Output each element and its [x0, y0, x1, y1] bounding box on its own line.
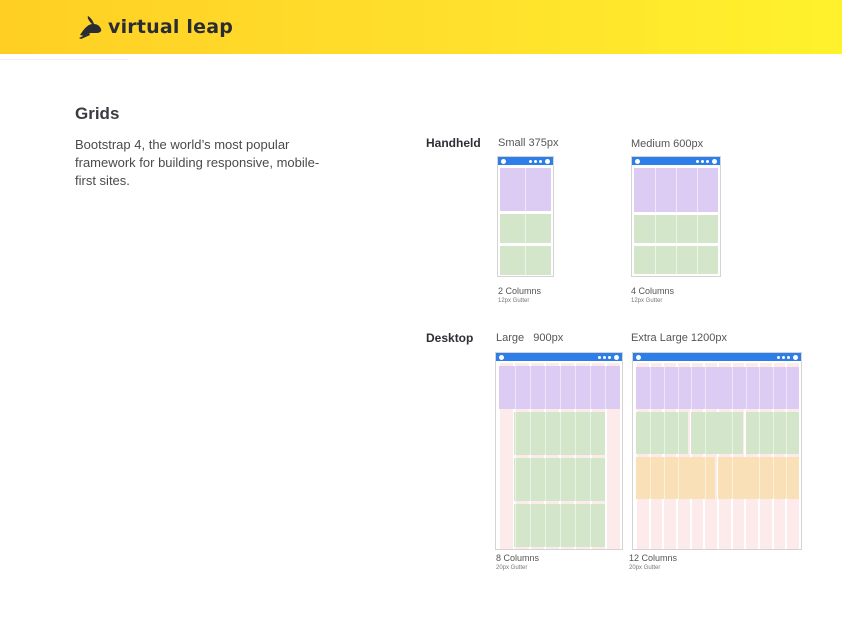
- row-label-handheld: Handheld: [426, 136, 481, 150]
- logo-text: virtual leap: [108, 16, 234, 38]
- browser-bar: [633, 353, 801, 361]
- grid-columns-small: 2 Columns: [498, 286, 542, 296]
- grid-label-large: Large 900px: [496, 332, 564, 344]
- window-controls: [598, 355, 619, 360]
- window-dot: [501, 158, 506, 164]
- content-block: [718, 457, 799, 499]
- window-dot: [636, 354, 641, 360]
- content-block: [499, 366, 620, 409]
- column-lines: [650, 367, 787, 499]
- window-dot: [499, 354, 504, 360]
- grid-label-xlarge: Extra Large 1200px: [631, 332, 728, 344]
- header-banner: virtual leap: [0, 0, 842, 54]
- browser-bar: [498, 157, 553, 165]
- window-controls: [777, 355, 798, 360]
- row-label-desktop: Desktop: [426, 331, 474, 345]
- grid-gutter-xlarge: 20px Gutter: [629, 565, 661, 571]
- column-lines: [515, 366, 606, 547]
- grid-frame-small: [497, 156, 554, 277]
- rabbit-icon: [79, 16, 102, 39]
- content-block: [636, 412, 688, 454]
- content-block: [514, 458, 605, 501]
- window-controls: [529, 159, 550, 164]
- content-block: [636, 457, 715, 499]
- browser-bar: [632, 157, 720, 165]
- section-description: Bootstrap 4, the world’s most popular fr…: [75, 137, 320, 188]
- content-block: [636, 367, 799, 409]
- content-block: [514, 412, 605, 455]
- logo[interactable]: virtual leap: [78, 14, 233, 40]
- browser-bar: [496, 353, 622, 361]
- grid-frame-xlarge: [632, 352, 802, 550]
- content-block: [514, 504, 605, 547]
- divider: [0, 59, 128, 60]
- content-block: [691, 412, 743, 454]
- grid-gutter-large: 20px Gutter: [496, 565, 528, 571]
- grid-frame-medium: [631, 156, 721, 277]
- section-title: Grids: [75, 104, 120, 123]
- grid-columns-large: 8 Columns: [496, 553, 540, 563]
- grid-label-medium: Medium 600px: [631, 138, 704, 150]
- column-guides: [525, 168, 526, 275]
- window-dot: [635, 158, 640, 164]
- column-guides: [655, 168, 698, 274]
- grid-columns-medium: 4 Columns: [631, 286, 675, 296]
- grid-frame-large: [495, 352, 623, 550]
- grid-gutter-small: 12px Gutter: [498, 298, 530, 304]
- window-controls: [696, 159, 717, 164]
- content-block: [746, 412, 799, 454]
- grid-gutter-medium: 12px Gutter: [631, 298, 663, 304]
- grid-columns-xlarge: 12 Columns: [629, 553, 678, 563]
- grid-label-small: Small 375px: [498, 137, 559, 149]
